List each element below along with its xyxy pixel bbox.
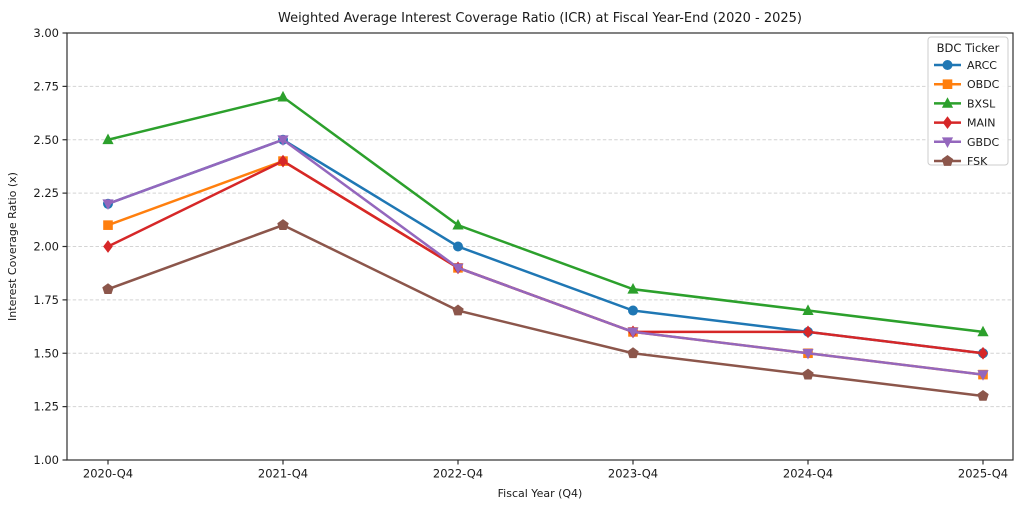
square-marker [942, 79, 953, 89]
triangle-down-marker [102, 199, 114, 210]
legend-item-label: BXSL [967, 97, 996, 110]
legend-item-main: MAIN [934, 116, 996, 130]
series-line [106, 223, 985, 398]
legend: BDC Ticker ARCC OBDC BXSL MAIN GBDC FSK [927, 36, 1009, 168]
series-line [106, 138, 985, 376]
y-tick-label: 1.25 [33, 400, 59, 414]
triangle-down-marker [802, 348, 814, 360]
x-axis-label: Fiscal Year (Q4) [498, 487, 583, 500]
legend-item-arcc: ARCC [934, 59, 997, 72]
pentagon-marker [977, 389, 989, 401]
triangle-down-marker [941, 137, 954, 148]
y-tick-label: 2.25 [33, 186, 59, 200]
x-tick-label: 2022-Q4 [433, 467, 483, 481]
circle-marker [942, 60, 953, 70]
y-axis-label: Interest Coverage Ratio (x) [6, 172, 19, 321]
series-obdc [103, 156, 988, 380]
diamond-marker [103, 240, 113, 253]
y-tick-label: 3.00 [33, 26, 59, 40]
diamond-marker [978, 346, 988, 360]
pentagon-marker [102, 283, 114, 295]
legend-item-gbdc: GBDC [934, 136, 1000, 149]
series-gbdc [102, 135, 989, 381]
legend-item-label: GBDC [967, 136, 1000, 149]
x-tick-label: 2023-Q4 [608, 467, 658, 481]
series-bxsl [102, 90, 989, 337]
y-tick-label: 2.75 [33, 79, 59, 93]
x-tick-label: 2025-Q4 [958, 467, 1008, 481]
legend-item-obdc: OBDC [934, 78, 1000, 91]
x-tick-label: 2020-Q4 [83, 467, 133, 481]
circle-marker [453, 241, 463, 252]
triangle-up-marker [102, 133, 114, 145]
legend-item-label: ARCC [967, 59, 997, 72]
series-fsk [102, 219, 989, 401]
y-tick-label: 1.50 [33, 346, 59, 360]
triangle-up-marker [941, 97, 954, 108]
legend-item-label: FSK [967, 155, 988, 168]
y-tick-label: 1.00 [33, 453, 59, 467]
circle-marker [628, 305, 638, 316]
diamond-marker [278, 154, 288, 168]
pentagon-marker [452, 304, 464, 316]
triangle-up-marker [277, 90, 289, 102]
triangle-down-marker [627, 327, 639, 339]
y-tick-label: 2.50 [33, 133, 59, 147]
triangle-down-marker [977, 370, 989, 381]
pentagon-marker [802, 368, 814, 380]
legend-item-label: OBDC [967, 78, 1000, 91]
legend-item-fsk: FSK [934, 155, 988, 168]
y-tick-label: 1.75 [33, 293, 59, 307]
series-line [106, 95, 985, 334]
pentagon-marker [277, 219, 289, 231]
square-marker [103, 220, 113, 230]
y-tick-label: 2.00 [33, 240, 59, 254]
pentagon-marker [627, 347, 639, 359]
legend-item-bxsl: BXSL [934, 97, 996, 110]
triangle-up-marker [627, 283, 639, 294]
plot-area: 1.00 1.25 1.50 1.75 2.00 2.25 2.50 2.75 3.00 2020… [33, 26, 1014, 481]
triangle-up-marker [802, 304, 814, 315]
triangle-down-marker [452, 263, 464, 275]
x-tick-label: 2021-Q4 [258, 467, 308, 481]
triangle-down-marker [277, 135, 289, 146]
pentagon-marker [941, 155, 954, 166]
legend-item-label: MAIN [967, 117, 996, 130]
legend-title: BDC Ticker [937, 41, 1000, 55]
triangle-up-marker [452, 218, 464, 230]
diamond-marker [803, 325, 813, 339]
triangle-up-marker [977, 325, 989, 337]
diamond-marker [942, 116, 953, 129]
chart-title: Weighted Average Interest Coverage Ratio… [278, 11, 802, 26]
x-tick-label: 2024-Q4 [783, 467, 833, 481]
